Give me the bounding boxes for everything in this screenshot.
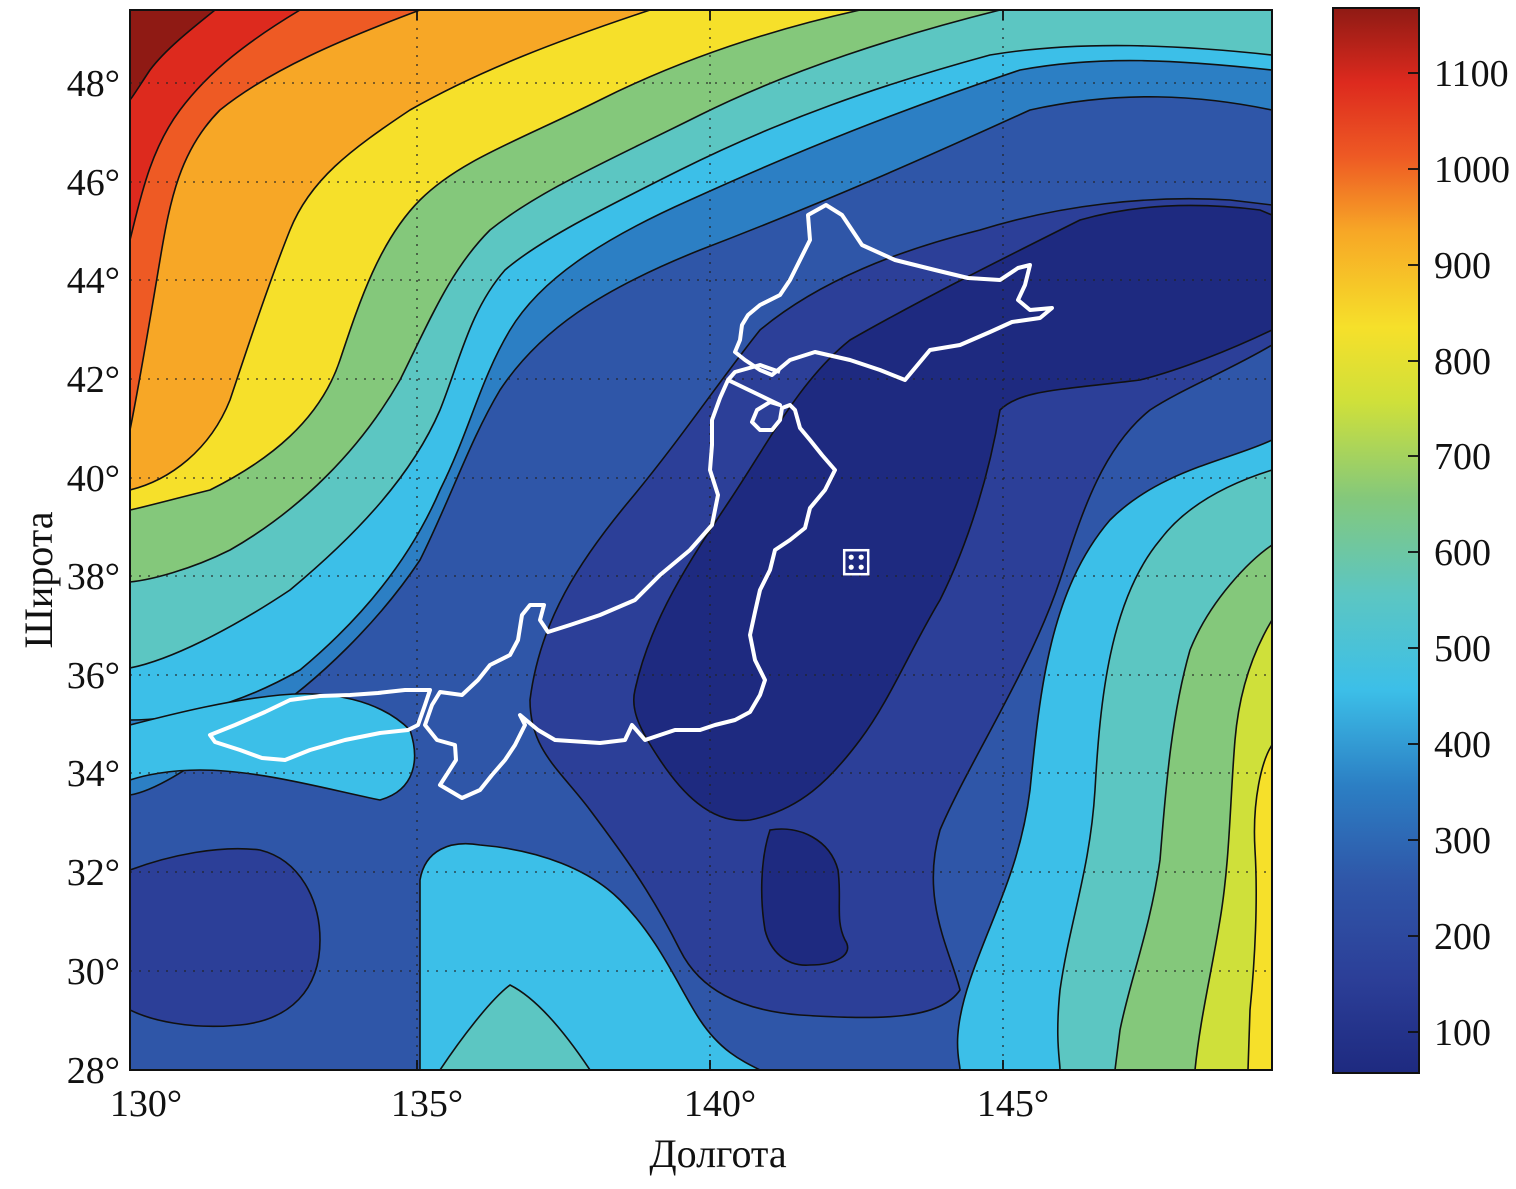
y-tick-label: 28° (67, 1050, 120, 1092)
contour-band-se-800 (1247, 743, 1272, 1070)
y-tick-label: 32° (67, 852, 120, 894)
x-axis-tick-labels: 130° 135° 140° 145° (110, 1083, 1049, 1125)
colorbar-label: 500 (1434, 628, 1491, 670)
colorbar-ticks (1408, 72, 1419, 1033)
marker-dot (848, 554, 854, 560)
coastline-hokkaido (733, 203, 1054, 382)
y-tick-label: 36° (67, 655, 120, 697)
contour-band-1000 (130, 10, 421, 431)
tick-marks (416, 10, 1004, 1070)
colorbar-label: 300 (1434, 820, 1491, 862)
x-tick-label: 145° (977, 1083, 1049, 1125)
x-tick-label: 140° (684, 1083, 756, 1125)
colorbar: 100 200 300 400 500 600 700 800 900 1000… (1332, 7, 1510, 1074)
colorbar-label: 400 (1434, 724, 1491, 766)
colorbar-label: 800 (1434, 341, 1491, 383)
contour-band-south-500 (439, 984, 591, 1070)
marker-dot (848, 564, 854, 570)
contour-band-se-700 (1194, 618, 1272, 1070)
y-tick-label: 46° (67, 162, 120, 204)
marker-dot (858, 554, 864, 560)
colorbar-gradient (1332, 7, 1420, 1074)
plot-frame (129, 9, 1273, 1071)
y-tick-label: 38° (67, 556, 120, 598)
colorbar-label: 1100 (1434, 53, 1509, 95)
marker-dot (858, 564, 864, 570)
x-axis-title: Долгота (649, 1131, 787, 1176)
contour-band-100 (633, 204, 1272, 822)
y-tick-label: 40° (67, 458, 120, 500)
coastline-channel (726, 363, 781, 382)
y-axis-tick-labels: 28° 30° 32° 34° 36° 38° 40° 42° 44° 46° … (67, 63, 120, 1092)
colorbar-label: 1000 (1434, 149, 1510, 191)
contour-band-west-400 (130, 692, 416, 801)
x-tick-label: 130° (110, 1083, 182, 1125)
coastline-japan (208, 203, 1054, 800)
coastline-shikoku (208, 688, 432, 762)
coastline-honshu (423, 378, 837, 800)
gridlines (130, 10, 1272, 1070)
colorbar-label: 200 (1434, 916, 1491, 958)
contour-band-900 (130, 10, 651, 491)
y-tick-label: 48° (67, 63, 120, 105)
contour-band-200-west (130, 847, 321, 1028)
epicenter-square (842, 548, 870, 576)
y-tick-label: 42° (67, 359, 120, 401)
y-axis-title: Широта (16, 511, 61, 648)
colorbar-labels: 100 200 300 400 500 600 700 800 900 1000… (1434, 53, 1510, 1054)
colorbar-label: 900 (1434, 245, 1491, 287)
colorbar-label: 700 (1434, 436, 1491, 478)
y-tick-label: 44° (67, 260, 120, 302)
y-tick-label: 30° (67, 951, 120, 993)
contour-band-100-island (760, 828, 849, 966)
epicenter-marker (842, 548, 870, 576)
x-tick-label: 135° (391, 1083, 463, 1125)
contour-band-1100 (130, 10, 302, 241)
colorbar-label: 100 (1434, 1012, 1491, 1054)
contour-band-max (130, 10, 217, 102)
colorbar-label: 600 (1434, 532, 1491, 574)
y-tick-label: 34° (67, 753, 120, 795)
